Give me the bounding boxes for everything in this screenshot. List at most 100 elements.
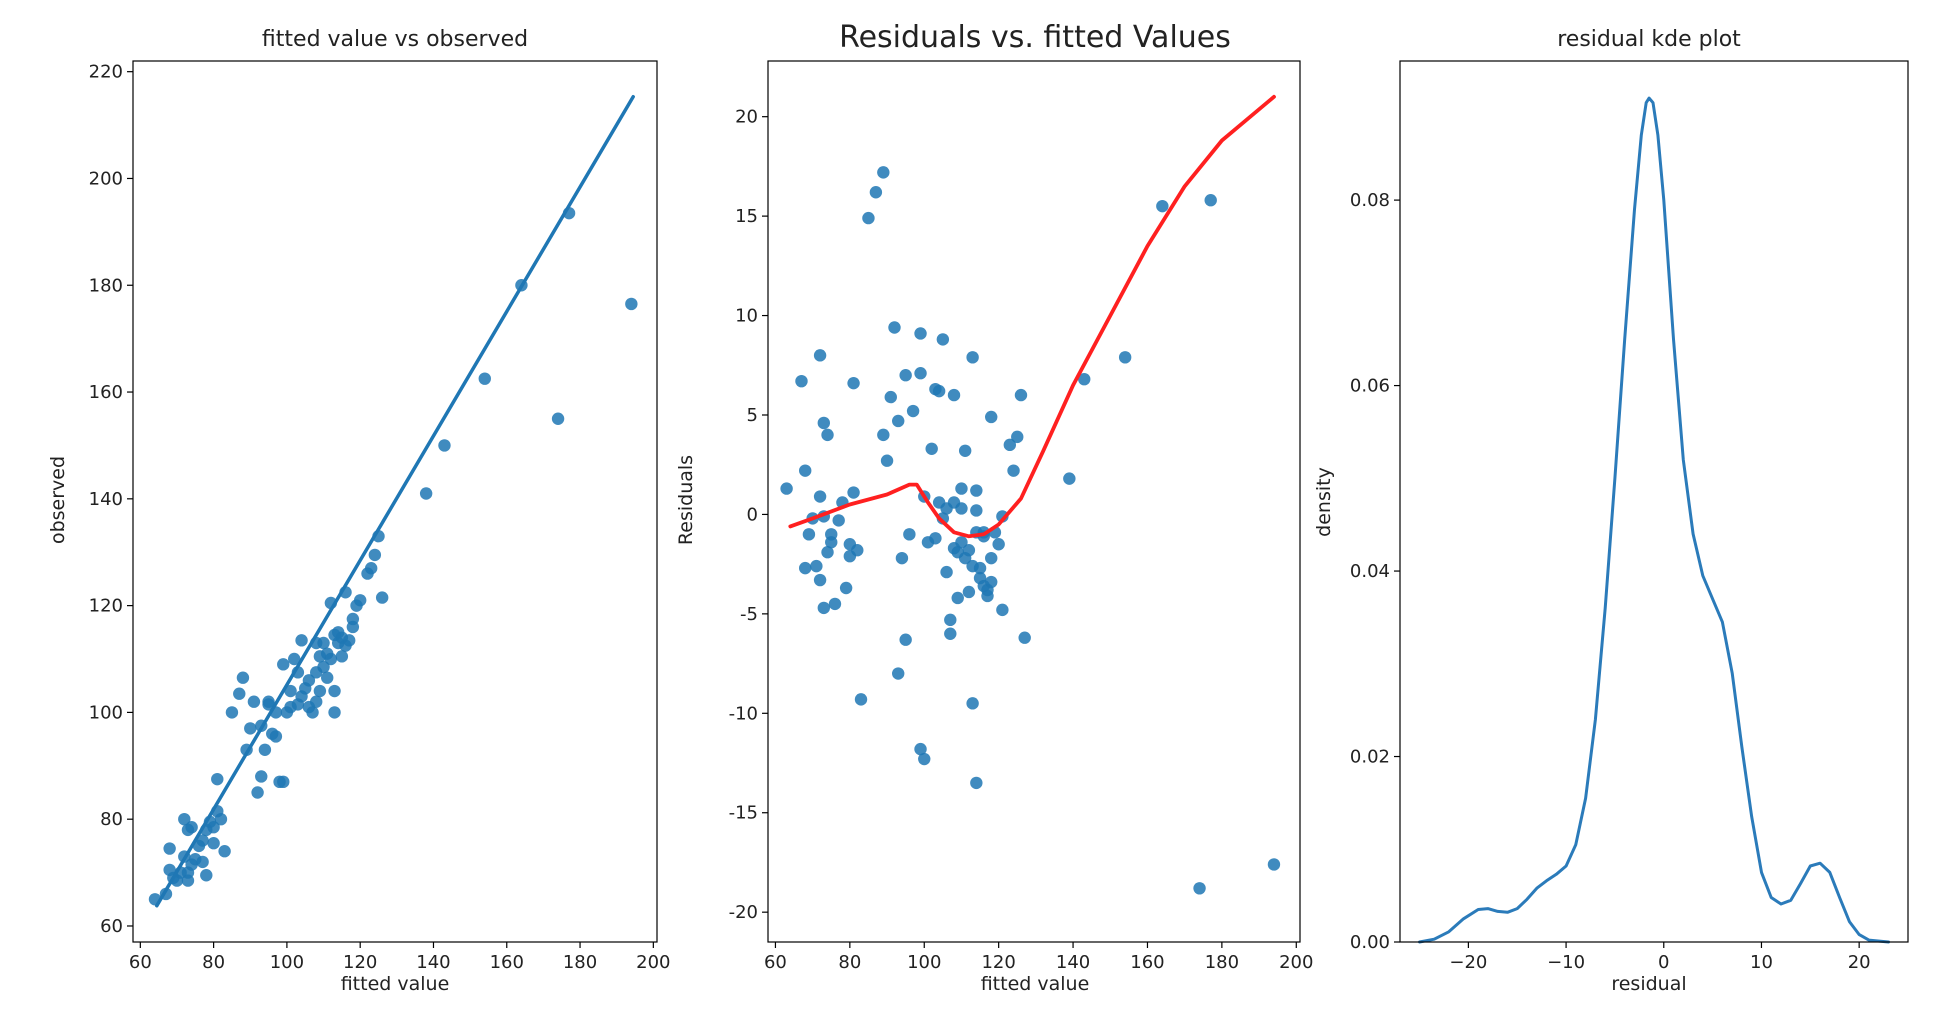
data-point [940,565,953,579]
data-point [1078,372,1091,386]
data-point [914,367,927,380]
data-point [821,546,834,559]
data-point [277,658,290,671]
panel-2-x-ticks: 60 80 100 120 140 160 180 200 [764,942,1313,973]
data-point [825,536,838,549]
data-point [985,410,998,424]
data-point [821,428,834,442]
panel-1-y-ticks: 60 80 100 120 140 160 180 200 220 [89,62,133,937]
data-point [877,166,890,179]
y-tick-label: -20 [729,902,758,923]
x-tick-label: 120 [981,952,1015,973]
data-point [810,559,823,573]
data-point [1204,194,1217,207]
x-tick-label: 60 [764,952,787,973]
data-point [839,581,853,595]
y-tick-label: 0.02 [1350,747,1390,768]
y-tick-label: 0.06 [1350,376,1390,397]
data-point [817,601,831,615]
data-point [813,490,827,503]
x-tick-label: 180 [1205,952,1239,973]
data-point [947,388,961,402]
data-point [884,390,897,404]
data-point [310,695,323,708]
data-point [996,510,1009,523]
data-point [944,613,957,627]
data-point [244,722,257,735]
data-point [985,551,998,565]
data-point [888,321,901,334]
y-tick-label: 160 [89,382,123,403]
data-point [899,633,912,646]
panel-3-x-ticks: −20 −10 0 10 20 [1449,942,1871,973]
data-point [813,349,827,362]
panel-2-frame [767,60,1301,943]
data-point [892,667,905,680]
data-point [342,634,356,647]
data-point [966,351,979,364]
data-point [925,442,938,455]
y-tick-label: -15 [729,803,758,824]
x-tick-label: 10 [1750,952,1773,973]
y-tick-label: -10 [729,703,758,724]
data-point [970,776,983,790]
data-point [324,652,338,666]
data-point [328,684,341,698]
data-point [862,211,875,225]
y-tick-label: 100 [89,702,123,723]
data-point [970,484,983,497]
data-point [973,561,987,575]
y-tick-label: 5 [747,405,758,426]
y-tick-label: 10 [735,306,758,327]
y-tick-label: 200 [89,168,123,189]
data-point [996,603,1009,617]
data-point [795,374,808,388]
data-point [1118,351,1132,364]
data-point [828,597,842,611]
data-point [200,869,213,882]
data-point [962,544,976,557]
y-tick-label: 120 [89,596,123,617]
panel-2-title: Residuals vs. fitted Values [839,20,1231,55]
data-point [258,743,272,756]
x-tick-label: 160 [1130,952,1164,973]
panel-2-xlabel: fitted value [981,973,1090,995]
data-point [321,671,334,684]
x-tick-label: −20 [1449,952,1487,973]
data-point [1007,464,1020,477]
data-point [992,538,1005,551]
data-point [438,439,451,452]
data-point [313,684,327,698]
data-point [277,775,290,789]
data-point [847,376,860,390]
x-tick-label: 80 [202,952,225,973]
data-point [1156,199,1169,213]
panel-1-x-ticks: 60 80 100 120 140 160 180 200 [129,942,671,973]
data-point [1003,438,1017,452]
data-point [335,650,349,663]
data-point [185,821,198,834]
y-tick-label: 140 [89,489,123,510]
data-point [847,486,860,499]
data-point [419,487,433,500]
panel-3-y-ticks: 0.00 0.02 0.04 0.06 0.08 [1350,190,1400,953]
data-point [317,636,330,650]
y-tick-label: 0.04 [1350,561,1390,582]
data-point [869,186,883,199]
data-point [551,412,565,425]
data-point [211,772,224,786]
data-point [1011,430,1024,444]
data-point [955,482,968,495]
data-point [817,416,831,430]
data-point [985,575,998,589]
data-point [799,561,812,575]
x-tick-label: 100 [907,952,941,973]
data-point [918,752,931,766]
data-point [368,548,382,562]
data-point [247,695,261,708]
data-point [317,660,330,674]
data-point [288,652,301,666]
data-point [966,697,979,710]
x-tick-label: 140 [1056,952,1090,973]
